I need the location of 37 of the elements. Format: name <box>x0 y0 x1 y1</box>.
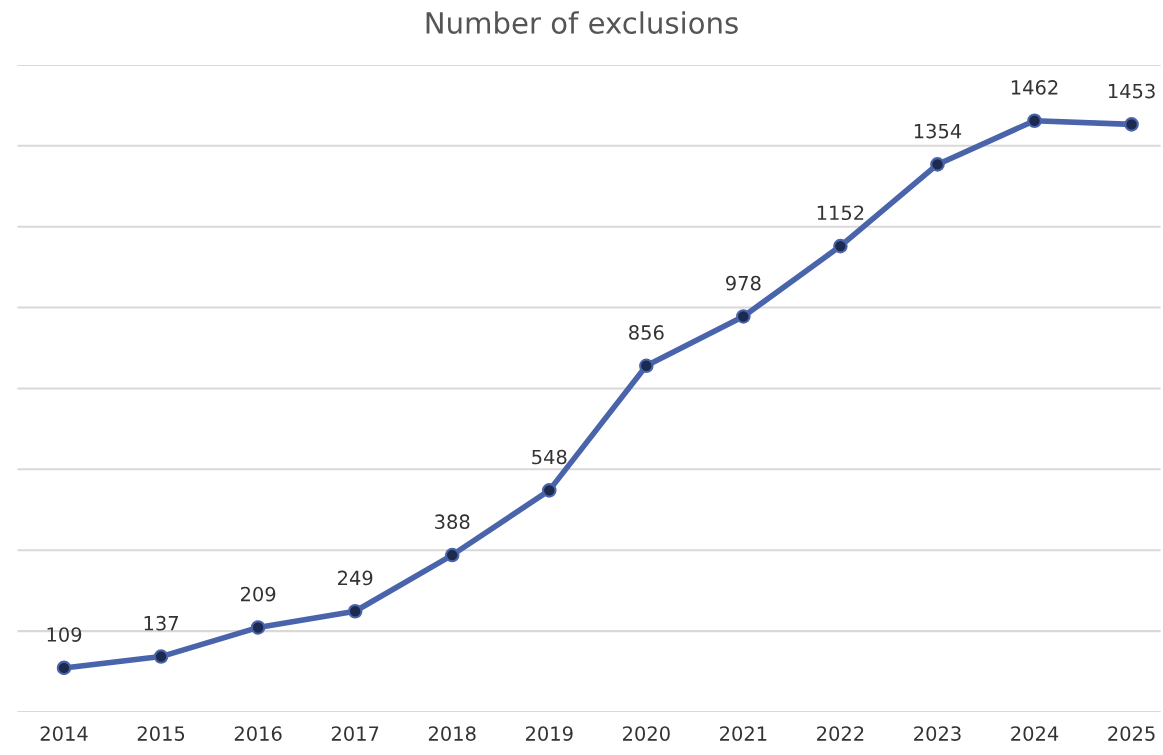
point <box>250 620 266 635</box>
point <box>1027 113 1042 129</box>
data-label: 1152 <box>817 205 864 221</box>
point <box>1124 117 1139 132</box>
data-label: 109 <box>47 627 82 642</box>
point <box>541 483 557 498</box>
x-tick-label: 2021 <box>720 726 767 741</box>
point <box>639 358 654 374</box>
x-tick-label: 2017 <box>331 726 379 741</box>
data-label: 856 <box>629 325 664 340</box>
x-tick-label: 2018 <box>428 726 476 741</box>
chart-title: Number of exclusions <box>426 11 738 34</box>
x-tick-label: 2014 <box>40 726 88 741</box>
point <box>56 660 72 676</box>
x-tick-label: 2023 <box>914 726 961 741</box>
data-label: 1354 <box>914 123 962 139</box>
x-tick-label: 2022 <box>817 726 864 741</box>
data-label: 978 <box>726 275 761 291</box>
x-tick-label: 2019 <box>525 726 573 741</box>
data-label: 1453 <box>1108 83 1155 99</box>
x-tick-label: 2025 <box>1108 726 1155 741</box>
data-label: 249 <box>338 570 373 586</box>
point <box>347 603 363 619</box>
x-tick-label: 2015 <box>137 726 185 741</box>
point <box>153 649 169 664</box>
data-label: 388 <box>435 514 470 530</box>
data-label: 209 <box>240 586 276 602</box>
point <box>833 238 848 254</box>
x-tick-label: 2024 <box>1011 726 1059 741</box>
data-label: 1462 <box>1011 80 1058 95</box>
data-label: 137 <box>144 615 178 631</box>
point <box>444 547 460 563</box>
x-tick-label: 2016 <box>234 726 282 741</box>
point <box>736 309 751 324</box>
point <box>930 157 945 172</box>
data-label: 548 <box>532 449 567 465</box>
x-tick-label: 2020 <box>623 726 670 741</box>
